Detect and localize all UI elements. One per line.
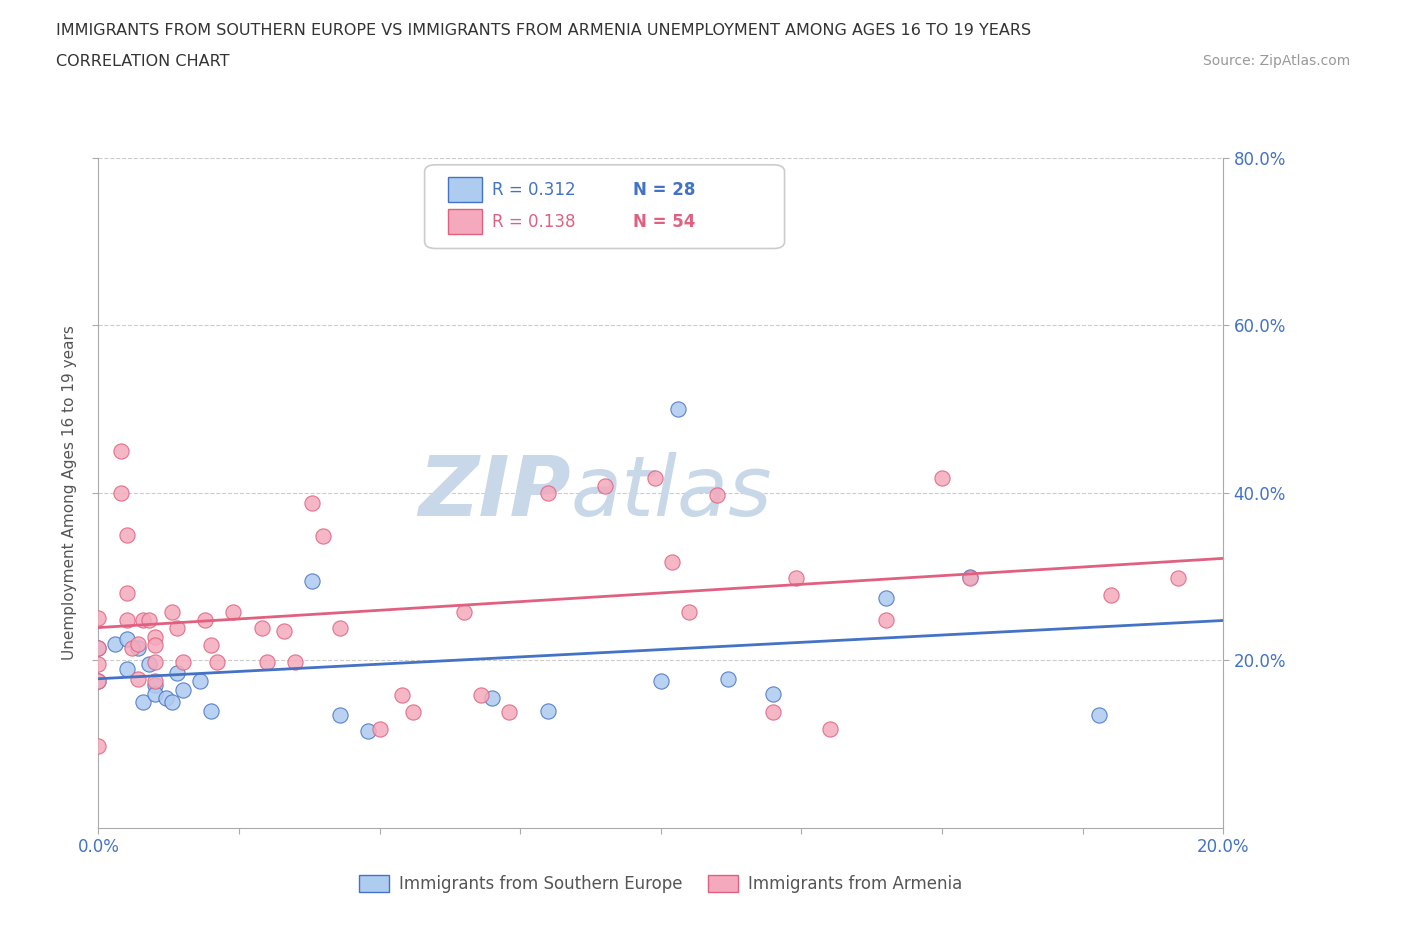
Point [160,604,183,619]
Point [301,573,323,589]
Point [115,632,138,647]
Point [87,611,110,626]
Point [115,586,138,601]
Point [785,571,807,586]
Point [1088,707,1111,722]
Legend: Immigrants from Southern Europe, Immigrants from Armenia: Immigrants from Southern Europe, Immigra… [353,869,969,899]
Point [143,638,166,653]
Point [678,604,700,619]
Point [155,690,177,706]
Point [115,661,138,676]
Point [188,673,211,688]
Point [127,640,149,655]
Y-axis label: Unemployment Among Ages 16 to 19 years: Unemployment Among Ages 16 to 19 years [62,326,77,660]
Point [127,636,149,651]
Point [222,604,245,619]
Point [537,703,560,718]
Point [138,657,160,671]
Text: Source: ZipAtlas.com: Source: ZipAtlas.com [1202,54,1350,68]
Point [115,527,138,542]
Point [391,688,413,703]
Point [104,636,127,651]
Point [127,671,149,686]
FancyBboxPatch shape [425,165,785,248]
Point [205,655,228,670]
Point [121,640,143,655]
Point [931,471,953,485]
Point [143,630,166,644]
Point [87,657,110,671]
Text: IMMIGRANTS FROM SOUTHERN EUROPE VS IMMIGRANTS FROM ARMENIA UNEMPLOYMENT AMONG AG: IMMIGRANTS FROM SOUTHERN EUROPE VS IMMIG… [56,23,1032,38]
Point [143,655,166,670]
Point [661,554,683,569]
Point [87,738,110,753]
Point [172,655,194,670]
Point [200,638,222,653]
Point [273,623,295,638]
Point [357,724,380,738]
Point [250,621,273,636]
Point [818,722,841,737]
Point [87,640,110,655]
Point [875,613,897,628]
Point [762,686,785,701]
Point [301,496,323,511]
Text: R = 0.138: R = 0.138 [492,213,575,231]
Point [256,655,278,670]
Point [666,402,689,417]
Point [166,666,188,681]
Point [110,444,132,458]
FancyBboxPatch shape [449,209,482,234]
Point [453,604,475,619]
Point [115,613,138,628]
Point [87,640,110,655]
Point [143,673,166,688]
Point [1099,588,1122,603]
Point [160,695,183,710]
Point [1167,571,1189,586]
Text: CORRELATION CHART: CORRELATION CHART [56,54,229,69]
Text: R = 0.312: R = 0.312 [492,180,575,199]
Point [650,673,672,688]
Text: N = 28: N = 28 [633,180,695,199]
Point [706,487,728,502]
Point [329,621,352,636]
Point [132,695,155,710]
Text: ZIP: ZIP [418,452,571,534]
Point [329,707,352,722]
Point [172,683,194,698]
Point [166,621,188,636]
Point [498,705,520,720]
Point [762,705,785,720]
Point [312,529,335,544]
Point [284,655,307,670]
Point [537,485,560,500]
Point [143,686,166,701]
Point [143,678,166,693]
Point [425,228,447,243]
Point [481,690,503,706]
Point [593,479,616,494]
Point [110,485,132,500]
Text: atlas: atlas [571,452,772,534]
Point [402,705,425,720]
Point [959,569,981,584]
FancyBboxPatch shape [449,177,482,203]
Text: N = 54: N = 54 [633,213,695,231]
Point [875,590,897,604]
Point [132,613,155,628]
Point [717,671,740,686]
Point [87,673,110,688]
Point [87,673,110,688]
Point [194,613,217,628]
Point [138,613,160,628]
Point [368,722,391,737]
Point [470,688,492,703]
Point [644,471,666,485]
Point [959,571,981,586]
Point [200,703,222,718]
